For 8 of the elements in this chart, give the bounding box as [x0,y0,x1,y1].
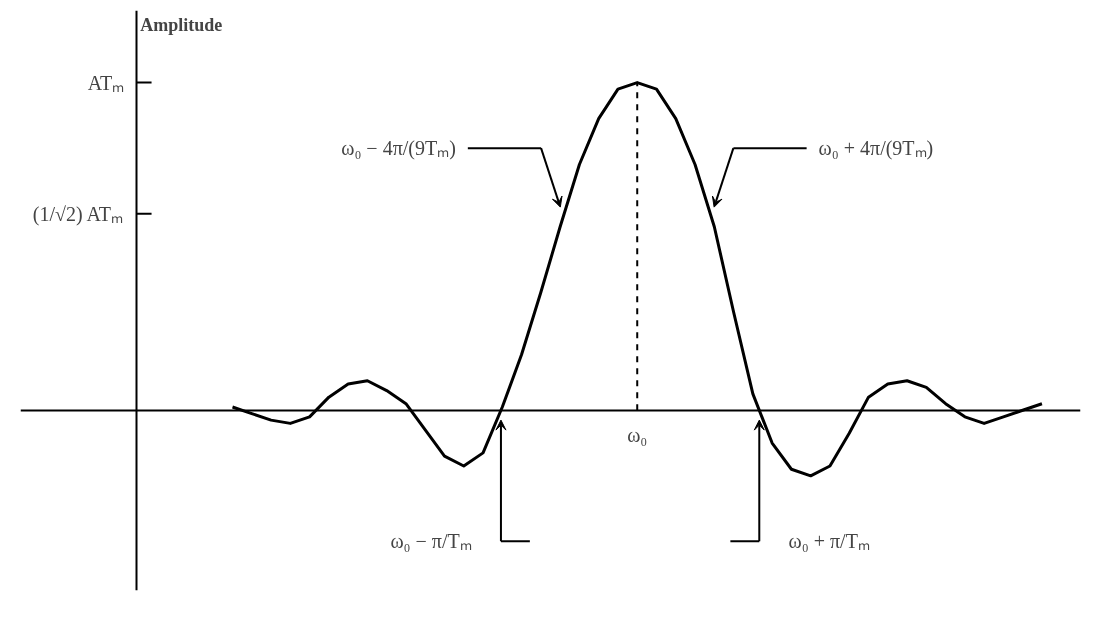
text: ω₀ [627,424,648,447]
ref-line-label: (1/√2) ATₘ [32,202,124,226]
text: ω₀ + π/Tₘ [788,530,870,553]
annotation: ω₀ + 4π/(9Tₘ) [818,137,934,161]
ref-line-label: ATₘ [87,71,125,94]
text: ω₀ − π/Tₘ [390,530,472,553]
annotation: ω₀ − 4π/(9Tₘ) [341,137,456,161]
y-axis-title: Amplitude [140,14,223,35]
